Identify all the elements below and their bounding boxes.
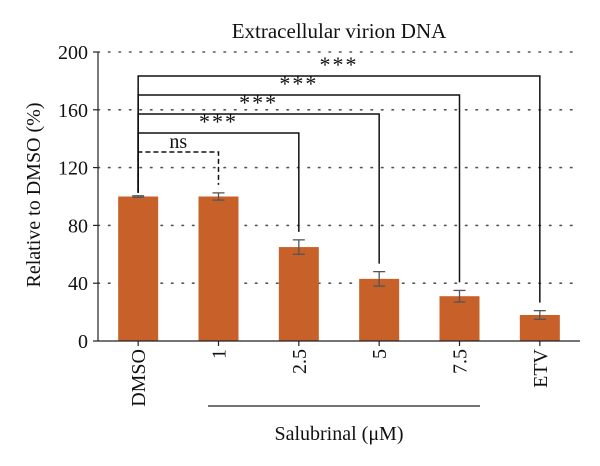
- y-tick-label: 80: [68, 215, 88, 237]
- y-tick-label: 0: [78, 331, 88, 353]
- significance-brackets: ns************: [138, 52, 540, 303]
- significance-label: ***: [199, 109, 238, 134]
- significance-label: ***: [320, 52, 359, 77]
- x-tick-label: 7.5: [450, 349, 472, 374]
- y-tick-label: 120: [58, 158, 88, 180]
- y-tick-label: 40: [68, 273, 88, 295]
- y-axis-ticks: 0 40 80 120 160 200: [58, 42, 98, 353]
- y-tick-label: 160: [58, 100, 88, 122]
- x-tick-label: DMSO: [128, 349, 150, 407]
- bar: [199, 197, 239, 342]
- significance-bracket: ns: [138, 131, 218, 193]
- y-axis-label-group: Relative to DMSO (%): [23, 103, 45, 288]
- x-tick-label: 5: [369, 349, 391, 359]
- significance-label: ns: [169, 131, 187, 153]
- gridlines: [98, 52, 580, 283]
- bar: [118, 197, 158, 342]
- y-tick-label: 200: [58, 42, 88, 64]
- bar: [359, 279, 399, 341]
- bars: [118, 197, 560, 342]
- error-bars: [132, 193, 546, 319]
- bracket-line: [138, 152, 218, 193]
- significance-bracket: ***: [138, 90, 379, 264]
- x-tick-label: 1: [209, 349, 231, 359]
- x-tick-label: ETV: [530, 348, 552, 387]
- significance-bracket: ***: [138, 52, 540, 303]
- bar: [279, 247, 319, 341]
- y-axis-label: Relative to DMSO (%): [23, 103, 45, 288]
- bar-chart: Extracellular virion DNA Relative to DMS…: [0, 0, 600, 466]
- bar: [440, 296, 480, 341]
- x-axis-label: Salubrinal (μM): [274, 423, 403, 445]
- x-axis-ticks: DMSO 1 2.5 5 7.5 ETV: [128, 341, 552, 407]
- x-tick-label: 2.5: [289, 349, 311, 374]
- chart-title: Extracellular virion DNA: [232, 19, 447, 43]
- significance-label: ***: [239, 90, 278, 115]
- significance-label: ***: [279, 71, 318, 96]
